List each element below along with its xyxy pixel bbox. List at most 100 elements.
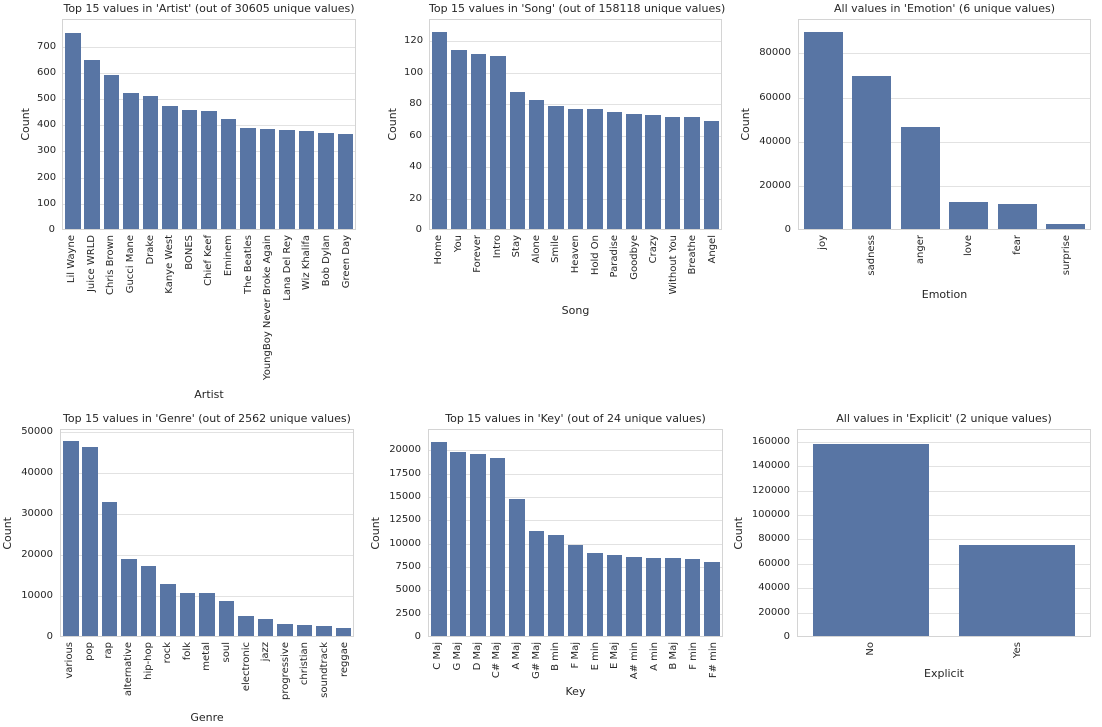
gridline [430, 41, 721, 43]
bar [949, 201, 989, 229]
y-tick-label: 5000 [395, 584, 421, 596]
bar [684, 559, 701, 636]
bar [337, 133, 354, 229]
bar [812, 444, 930, 636]
bar [665, 558, 681, 636]
bar [199, 593, 215, 636]
y-tick-label: 20 [409, 192, 422, 204]
bar [62, 440, 79, 636]
gridline [798, 515, 1090, 517]
y-tick-label: 10000 [389, 537, 421, 549]
gridline [63, 98, 355, 100]
gridline [799, 185, 1090, 187]
chart-title: Top 15 values in 'Artist' (out of 30605 … [63, 2, 355, 15]
gridline [430, 104, 721, 106]
y-tick-label: 0 [784, 224, 791, 235]
y-tick-label: 10000 [21, 589, 53, 601]
gridline [798, 539, 1090, 541]
bar [470, 54, 487, 229]
chart-title: Top 15 values in 'Genre' (out of 2562 un… [63, 412, 351, 425]
bar [606, 554, 623, 636]
gridline [799, 97, 1090, 99]
x-axis-label: Artist [194, 388, 224, 401]
bar [509, 499, 525, 636]
y-tick-label: 20000 [758, 606, 790, 618]
bar [179, 593, 196, 636]
bar [606, 112, 623, 229]
bar [490, 55, 506, 229]
gridline [61, 472, 353, 474]
bar [181, 110, 198, 229]
bar [900, 127, 940, 229]
x-axis-label: Emotion [921, 288, 968, 301]
gridline [63, 72, 355, 74]
bar [121, 558, 137, 636]
bar [431, 32, 448, 229]
gridline [61, 431, 353, 433]
bar [548, 535, 564, 636]
y-tick-label: 40000 [758, 582, 790, 594]
gridline [798, 441, 1090, 443]
chart-title: All values in 'Explicit' (2 unique value… [836, 412, 1052, 425]
bar [450, 452, 467, 636]
bar [316, 626, 332, 636]
y-tick-label: 500 [37, 92, 57, 104]
y-tick-label: 60 [409, 129, 422, 141]
gridline [429, 473, 722, 475]
bar [803, 32, 843, 229]
y-tick-label: 0 [48, 224, 55, 235]
chart-title: All values in 'Emotion' (6 unique values… [833, 2, 1055, 15]
bar [298, 130, 315, 229]
bar [664, 116, 681, 229]
bar [84, 60, 100, 229]
y-tick-label: 17500 [389, 467, 421, 479]
gridline [429, 450, 722, 452]
bar [958, 544, 1076, 636]
bar [238, 615, 254, 636]
x-tick-label: Yes [1012, 642, 1023, 659]
gridline [799, 53, 1090, 55]
y-tick-label: 40000 [759, 135, 791, 147]
y-tick-label: 60000 [759, 91, 791, 103]
y-tick-label: 12500 [389, 514, 421, 526]
gridline [798, 466, 1090, 468]
gridline [61, 554, 353, 556]
bar [703, 121, 720, 229]
y-tick-label: 80 [409, 98, 422, 110]
bar [852, 75, 892, 229]
y-tick-label: 0 [414, 631, 421, 642]
bar [645, 115, 661, 229]
gridline [798, 563, 1090, 565]
y-tick-label: 100000 [751, 509, 790, 521]
bar [140, 566, 157, 636]
y-tick-label: 80000 [759, 47, 791, 59]
y-tick-label: 0 [46, 631, 53, 642]
gridline [798, 490, 1090, 492]
bar [123, 92, 139, 229]
bar [626, 113, 642, 229]
bar [162, 106, 178, 229]
y-tick-label: 600 [37, 66, 57, 78]
bar [626, 556, 642, 636]
bar [335, 628, 352, 636]
bar [1046, 224, 1086, 229]
bar [567, 545, 584, 636]
y-tick-label: 120000 [751, 484, 790, 496]
y-tick-label: 2500 [395, 607, 421, 619]
y-tick-label: 160000 [751, 435, 790, 447]
bar [103, 75, 120, 229]
y-tick-label: 700 [37, 40, 57, 52]
bar [142, 95, 159, 229]
bar [257, 618, 274, 636]
gridline [429, 520, 722, 522]
bar [587, 108, 603, 229]
y-tick-label: 20000 [389, 444, 421, 456]
y-tick-label: 40 [409, 161, 422, 172]
y-tick-label: 50000 [21, 425, 53, 437]
bar [684, 116, 700, 229]
